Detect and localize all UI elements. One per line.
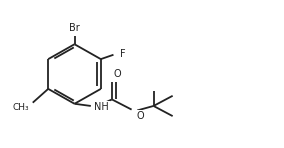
Text: O: O	[114, 69, 121, 79]
Text: NH: NH	[95, 102, 109, 112]
Text: CH₃: CH₃	[13, 103, 29, 112]
Text: Br: Br	[69, 23, 80, 33]
Text: O: O	[136, 111, 144, 121]
Text: F: F	[120, 49, 126, 59]
